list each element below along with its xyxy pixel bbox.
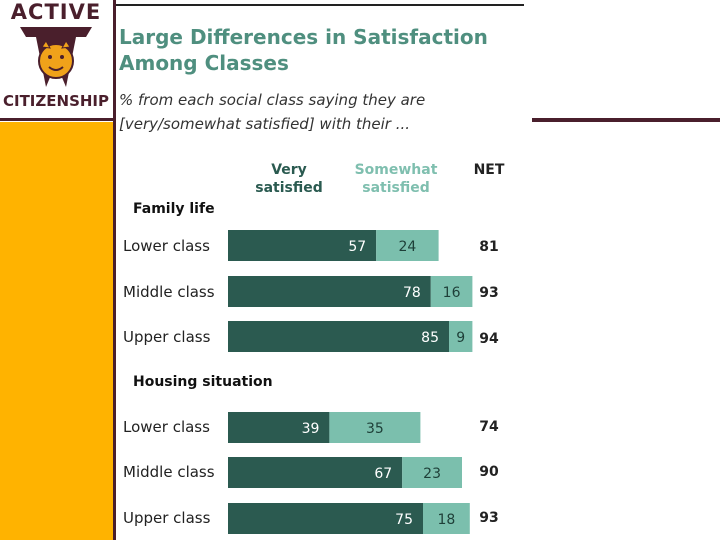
legend-very-line-1: Very — [271, 162, 307, 178]
bar-somewhat-satisfied — [329, 412, 421, 443]
net-value: 81 — [479, 239, 499, 255]
tiger-w-emblem-icon: W — [20, 27, 92, 87]
bar-very-satisfied — [228, 503, 423, 534]
chart-subtitle-line-2: [very/somewhat satisfied] with their ... — [119, 115, 411, 133]
bar-label-very: 78 — [403, 285, 421, 301]
bar-somewhat-satisfied — [376, 230, 439, 261]
bar-label-somewhat: 18 — [437, 512, 455, 528]
row-label: Upper class — [123, 509, 211, 527]
bar-somewhat-satisfied — [430, 276, 473, 307]
right-divider — [532, 118, 720, 122]
bar-label-somewhat: 23 — [423, 466, 441, 482]
sidebar-panel — [0, 122, 113, 540]
row-label: Lower class — [123, 237, 210, 255]
bar-label-somewhat: 16 — [443, 285, 461, 301]
bar-very-satisfied — [228, 321, 449, 352]
legend-somewhat-line-1: Somewhat — [354, 162, 438, 178]
row-label: Upper class — [123, 328, 211, 346]
bar-somewhat-satisfied — [402, 457, 462, 488]
row-label: Middle class — [123, 283, 215, 301]
net-value: 93 — [479, 510, 499, 526]
bar-label-somewhat: 9 — [456, 330, 465, 346]
legend-somewhat-satisfied: Somewhat satisfied — [340, 161, 452, 197]
legend-very-line-2: satisfied — [255, 180, 323, 196]
bar-label-very: 75 — [395, 512, 413, 528]
net-value: 90 — [479, 464, 499, 480]
chart-title: Large Differences in Satisfaction Among … — [119, 24, 519, 76]
legend-somewhat-line-2: satisfied — [362, 180, 430, 196]
bar-label-somewhat: 35 — [366, 421, 384, 437]
chart-subtitle: % from each social class saying they are… — [119, 88, 519, 136]
chart-subtitle-line-1: % from each social class saying they are — [119, 91, 426, 109]
bar-label-very: 39 — [302, 421, 320, 437]
legend-very-satisfied: Very satisfied — [234, 161, 344, 197]
sidebar-divider — [113, 0, 116, 540]
row-label: Lower class — [123, 418, 210, 436]
bar-label-somewhat: 24 — [398, 239, 416, 255]
legend-net: NET — [473, 162, 505, 178]
bar-very-satisfied — [228, 276, 431, 307]
bar-label-very: 57 — [348, 239, 366, 255]
net-value: 93 — [479, 285, 499, 301]
bar-label-very: 85 — [421, 330, 439, 346]
chart-title-line-2: Among Classes — [119, 51, 289, 75]
section-housing-situation: Housing situation — [133, 374, 273, 390]
logo-bottom-text: CITIZENSHIP — [2, 92, 109, 110]
bar-somewhat-satisfied — [423, 503, 470, 534]
logo-divider — [0, 118, 113, 121]
bar-somewhat-satisfied — [449, 321, 473, 352]
bar-very-satisfied — [228, 457, 403, 488]
bar-very-satisfied — [228, 230, 377, 261]
row-label: Middle class — [123, 463, 215, 481]
net-value: 74 — [479, 419, 499, 435]
net-value: 94 — [479, 331, 499, 347]
active-citizenship-logo: ACTIVE W CITIZENSHIP — [0, 0, 112, 118]
chart-title-line-1: Large Differences in Satisfaction — [119, 25, 488, 49]
bar-very-satisfied — [228, 412, 330, 443]
logo-top-text: ACTIVE — [10, 0, 102, 24]
section-family-life: Family life — [133, 201, 215, 217]
bar-label-very: 67 — [374, 466, 392, 482]
top-divider — [116, 4, 524, 6]
